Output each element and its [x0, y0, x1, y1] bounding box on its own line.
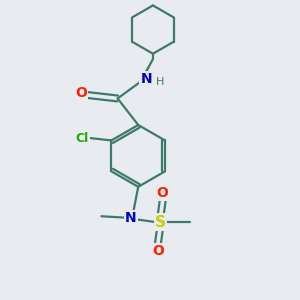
- Text: H: H: [155, 77, 164, 87]
- Text: O: O: [76, 86, 87, 100]
- Text: S: S: [155, 214, 166, 230]
- Text: N: N: [125, 211, 137, 225]
- Text: N: N: [140, 72, 152, 86]
- Text: Cl: Cl: [75, 132, 88, 145]
- Text: O: O: [152, 244, 164, 258]
- Text: O: O: [157, 186, 169, 200]
